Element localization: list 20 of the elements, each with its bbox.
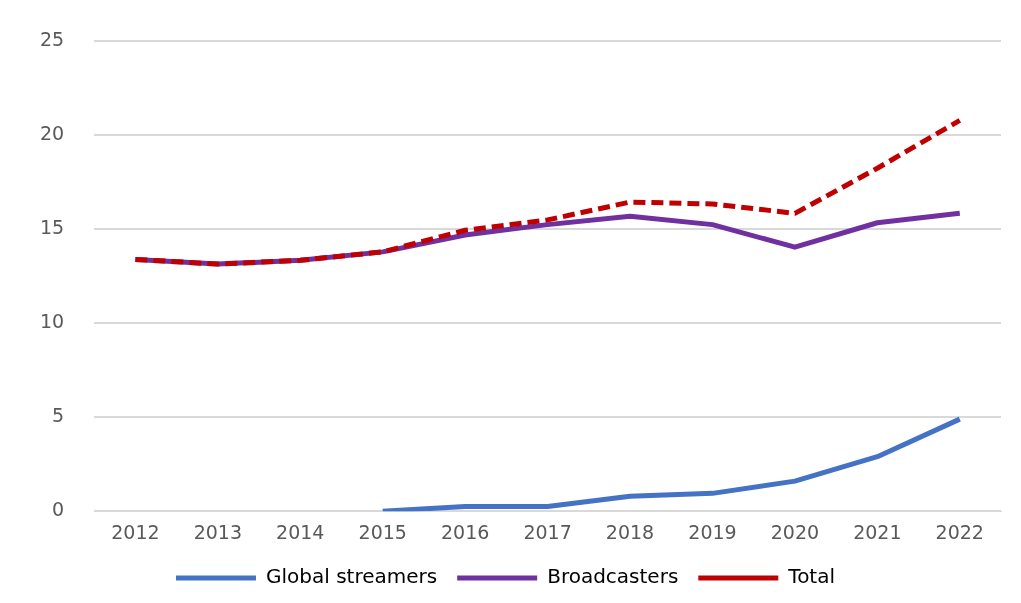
- y-tick-label: 15: [39, 216, 65, 239]
- y-tick-label: 25: [39, 28, 65, 51]
- legend-label: Broadcasters: [547, 564, 679, 589]
- legend-label: Global streamers: [265, 564, 438, 589]
- y-tick-label: 0: [52, 498, 65, 521]
- x-tick-label: 2018: [605, 520, 655, 543]
- y-tick-label: 20: [39, 122, 65, 145]
- x-tick-label: 2014: [276, 520, 325, 543]
- x-tick-label: 2022: [935, 520, 984, 543]
- x-tick-label: 2019: [688, 520, 737, 543]
- x-tick-label: 2017: [523, 520, 572, 543]
- x-tick-label: 2015: [358, 520, 407, 543]
- x-tick-label: 2021: [853, 520, 902, 543]
- y-tick-label: 10: [39, 310, 65, 333]
- x-tick-label: 2020: [770, 520, 820, 543]
- y-tick-label: 5: [52, 404, 65, 427]
- legend-label: Total: [787, 564, 836, 589]
- x-tick-label: 2013: [193, 520, 243, 543]
- x-tick-label: 2016: [440, 520, 490, 543]
- x-tick-label: 2012: [111, 520, 160, 543]
